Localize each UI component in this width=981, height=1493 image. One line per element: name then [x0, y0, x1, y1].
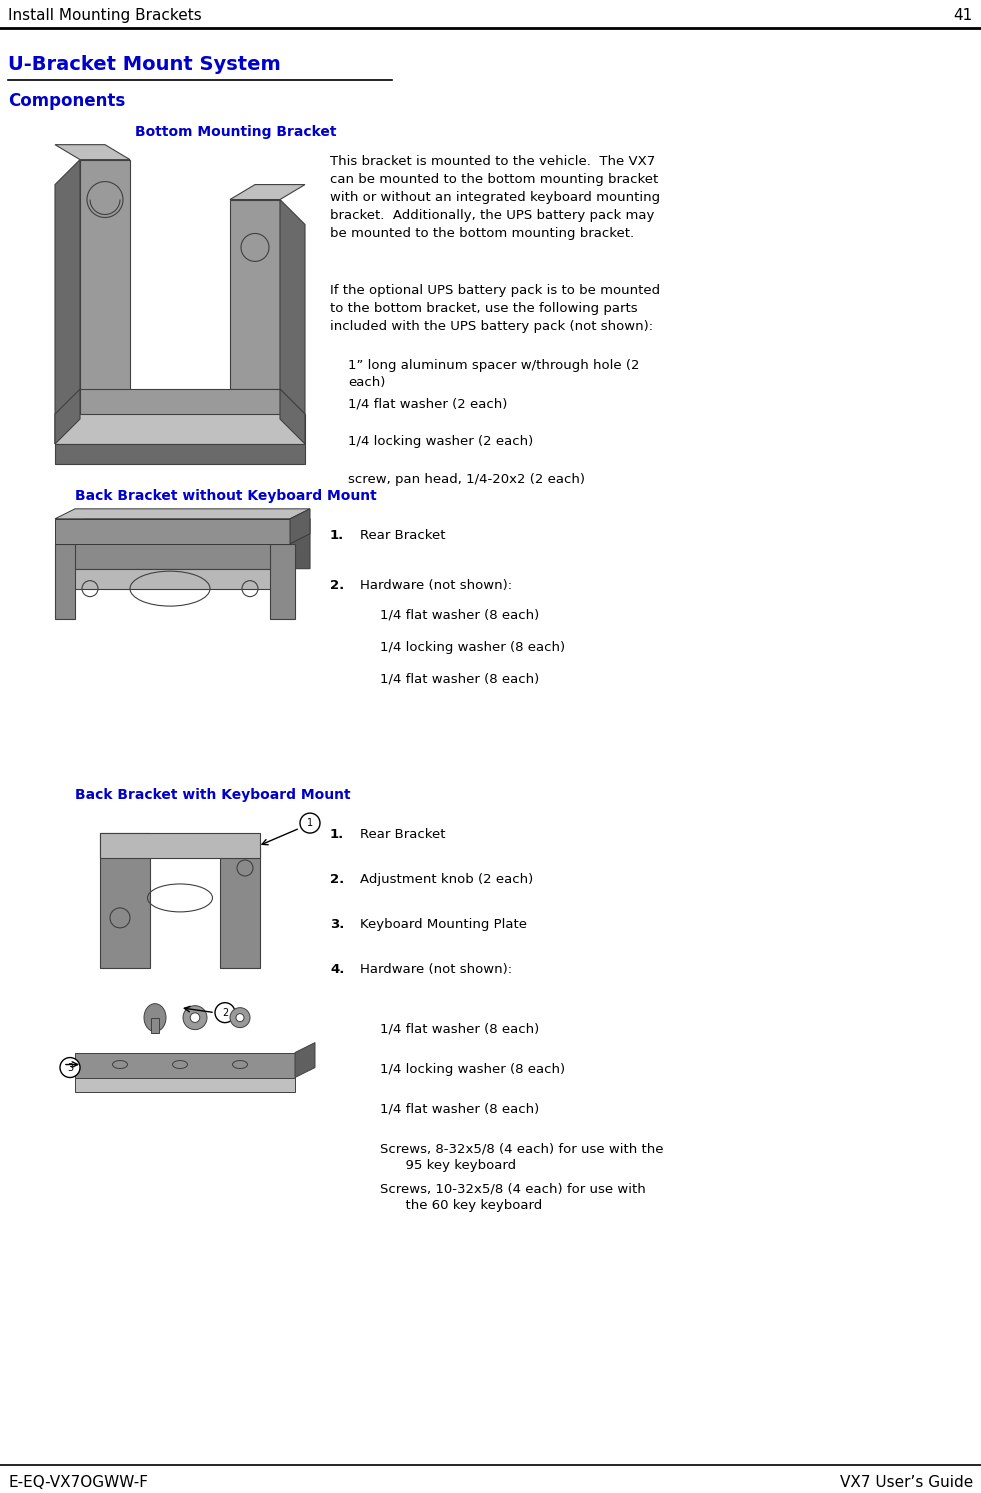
Polygon shape	[280, 390, 305, 443]
Text: VX7 User’s Guide: VX7 User’s Guide	[840, 1475, 973, 1490]
Text: 1: 1	[307, 818, 313, 829]
Polygon shape	[55, 145, 130, 160]
Text: 1/4 locking washer (8 each): 1/4 locking washer (8 each)	[380, 640, 565, 654]
Polygon shape	[55, 414, 305, 443]
Text: Adjustment knob (2 each): Adjustment knob (2 each)	[360, 873, 534, 885]
Text: 3.: 3.	[330, 918, 344, 930]
Polygon shape	[55, 160, 80, 443]
Text: Keyboard Mounting Plate: Keyboard Mounting Plate	[360, 918, 527, 930]
Text: 1.: 1.	[330, 829, 344, 841]
Circle shape	[183, 1006, 207, 1030]
Text: 41: 41	[954, 7, 973, 22]
Text: If the optional UPS battery pack is to be mounted
to the bottom bracket, use the: If the optional UPS battery pack is to b…	[330, 284, 660, 333]
Text: 4.: 4.	[330, 963, 344, 976]
Polygon shape	[80, 390, 280, 420]
Text: 3: 3	[67, 1063, 73, 1072]
Text: 1/4 flat washer (2 each): 1/4 flat washer (2 each)	[348, 397, 507, 411]
Circle shape	[215, 1003, 235, 1023]
Text: Hardware (not shown):: Hardware (not shown):	[360, 963, 512, 976]
Circle shape	[236, 1014, 244, 1021]
Text: 1.: 1.	[330, 529, 344, 542]
Text: Rear Bracket: Rear Bracket	[360, 829, 445, 841]
Text: U-Bracket Mount System: U-Bracket Mount System	[8, 55, 281, 73]
Polygon shape	[80, 160, 130, 420]
Text: 2.: 2.	[330, 873, 344, 885]
Text: 1/4 flat washer (8 each): 1/4 flat washer (8 each)	[380, 1023, 540, 1036]
Polygon shape	[295, 1042, 315, 1078]
Polygon shape	[270, 543, 295, 618]
Polygon shape	[60, 569, 285, 588]
Polygon shape	[60, 539, 285, 569]
Text: 1/4 locking washer (8 each): 1/4 locking washer (8 each)	[380, 1063, 565, 1075]
Text: 2: 2	[222, 1008, 229, 1018]
Text: Hardware (not shown):: Hardware (not shown):	[360, 579, 512, 591]
Polygon shape	[290, 509, 310, 543]
Text: Screws, 10-32x5/8 (4 each) for use with
      the 60 key keyboard: Screws, 10-32x5/8 (4 each) for use with …	[380, 1182, 645, 1212]
Polygon shape	[55, 443, 305, 464]
Text: Components: Components	[8, 91, 126, 110]
Text: Screws, 8-32x5/8 (4 each) for use with the
      95 key keyboard: Screws, 8-32x5/8 (4 each) for use with t…	[380, 1142, 663, 1172]
Text: 1/4 flat washer (8 each): 1/4 flat washer (8 each)	[380, 672, 540, 685]
Polygon shape	[100, 833, 150, 967]
Polygon shape	[230, 200, 280, 390]
Polygon shape	[75, 1078, 295, 1093]
Text: This bracket is mounted to the vehicle.  The VX7
can be mounted to the bottom mo: This bracket is mounted to the vehicle. …	[330, 155, 660, 240]
Text: Back Bracket with Keyboard Mount: Back Bracket with Keyboard Mount	[75, 788, 350, 802]
Text: 2.: 2.	[330, 579, 344, 591]
Text: 1” long aluminum spacer w/through hole (2
each): 1” long aluminum spacer w/through hole (…	[348, 360, 640, 390]
Polygon shape	[280, 200, 305, 414]
Text: 1/4 flat washer (8 each): 1/4 flat washer (8 each)	[380, 609, 540, 621]
Polygon shape	[100, 833, 260, 858]
Text: Back Bracket without Keyboard Mount: Back Bracket without Keyboard Mount	[75, 488, 377, 503]
Text: 1/4 flat washer (8 each): 1/4 flat washer (8 each)	[380, 1102, 540, 1115]
Circle shape	[300, 814, 320, 833]
Polygon shape	[75, 1053, 295, 1078]
Polygon shape	[285, 518, 310, 569]
Ellipse shape	[144, 1003, 166, 1032]
Text: 1/4 locking washer (2 each): 1/4 locking washer (2 each)	[348, 434, 534, 448]
Polygon shape	[60, 518, 310, 539]
Polygon shape	[55, 509, 310, 518]
Polygon shape	[55, 518, 290, 543]
Polygon shape	[220, 848, 260, 967]
Polygon shape	[151, 1018, 159, 1033]
Text: Bottom Mounting Bracket: Bottom Mounting Bracket	[135, 125, 336, 139]
Polygon shape	[55, 390, 80, 443]
Text: E-EQ-VX7OGWW-F: E-EQ-VX7OGWW-F	[8, 1475, 148, 1490]
Text: Install Mounting Brackets: Install Mounting Brackets	[8, 7, 202, 22]
Circle shape	[190, 1012, 200, 1023]
Text: screw, pan head, 1/4-20x2 (2 each): screw, pan head, 1/4-20x2 (2 each)	[348, 473, 585, 485]
Circle shape	[230, 1008, 250, 1027]
Polygon shape	[230, 185, 305, 200]
Circle shape	[60, 1057, 80, 1078]
Polygon shape	[55, 543, 75, 618]
Text: Rear Bracket: Rear Bracket	[360, 529, 445, 542]
